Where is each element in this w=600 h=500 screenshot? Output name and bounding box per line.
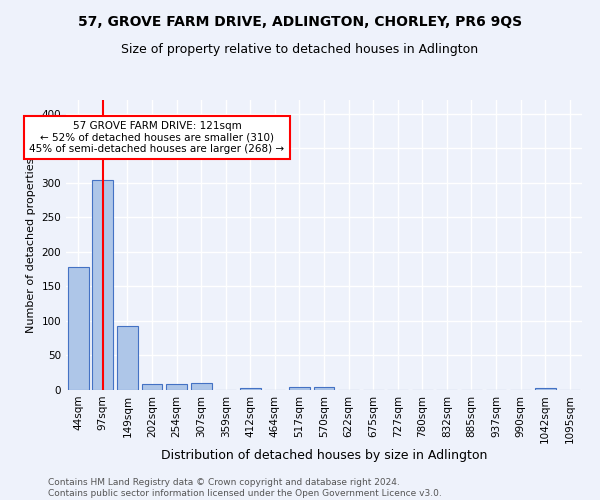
Text: Size of property relative to detached houses in Adlington: Size of property relative to detached ho… xyxy=(121,42,479,56)
Bar xyxy=(535,388,556,390)
Bar xyxy=(68,267,89,390)
Bar xyxy=(92,180,113,390)
Text: 57 GROVE FARM DRIVE: 121sqm
← 52% of detached houses are smaller (310)
45% of se: 57 GROVE FARM DRIVE: 121sqm ← 52% of det… xyxy=(29,120,284,154)
Bar xyxy=(314,387,334,390)
X-axis label: Distribution of detached houses by size in Adlington: Distribution of detached houses by size … xyxy=(161,449,487,462)
Bar xyxy=(117,326,138,390)
Y-axis label: Number of detached properties: Number of detached properties xyxy=(26,158,36,332)
Text: Contains HM Land Registry data © Crown copyright and database right 2024.
Contai: Contains HM Land Registry data © Crown c… xyxy=(48,478,442,498)
Bar xyxy=(142,384,163,390)
Bar xyxy=(191,383,212,390)
Bar xyxy=(166,384,187,390)
Text: 57, GROVE FARM DRIVE, ADLINGTON, CHORLEY, PR6 9QS: 57, GROVE FARM DRIVE, ADLINGTON, CHORLEY… xyxy=(78,15,522,29)
Bar xyxy=(289,387,310,390)
Bar xyxy=(240,388,261,390)
